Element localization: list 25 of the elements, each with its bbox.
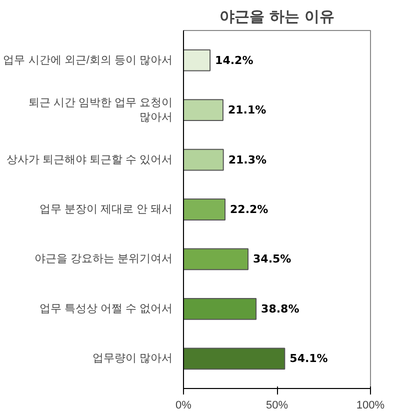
bar xyxy=(184,248,249,270)
chart-title: 야근을 하는 이유 xyxy=(219,8,335,26)
bar xyxy=(184,298,257,320)
y-tick-label: 업무 시간에 외근/회의 등이 많아서 xyxy=(3,54,172,66)
y-tick-label: 상사가 퇴근해야 퇴근할 수 있어서 xyxy=(6,154,173,166)
y-tick-label: 업무량이 많아서 xyxy=(92,352,173,365)
y-tick-label: 퇴근 시간 임박한 업무 요청이 많아서 xyxy=(28,96,173,124)
data-label: 54.1% xyxy=(290,352,328,366)
bar xyxy=(184,99,224,121)
bar xyxy=(184,49,211,72)
bar xyxy=(184,198,226,220)
data-label: 21.3% xyxy=(228,153,267,166)
y-tick-label: 야근을 강요하는 분위기여서 xyxy=(34,253,173,266)
data-label: 38.8% xyxy=(261,302,300,316)
y-tick-label: 업무 분장이 제대로 안 돼서 xyxy=(39,204,173,216)
data-label: 22.2% xyxy=(230,203,268,216)
x-tick-label: 50% xyxy=(266,400,288,412)
y-tick-label: 업무 특성상 어쩔 수 없어서 xyxy=(39,302,173,315)
bar xyxy=(184,348,286,370)
bar xyxy=(184,148,224,171)
data-label: 14.2% xyxy=(215,54,254,67)
data-label: 21.1% xyxy=(228,104,266,117)
data-label: 34.5% xyxy=(253,252,292,266)
x-tick-label: 0% xyxy=(176,400,192,412)
x-tick-label: 100% xyxy=(356,400,385,412)
